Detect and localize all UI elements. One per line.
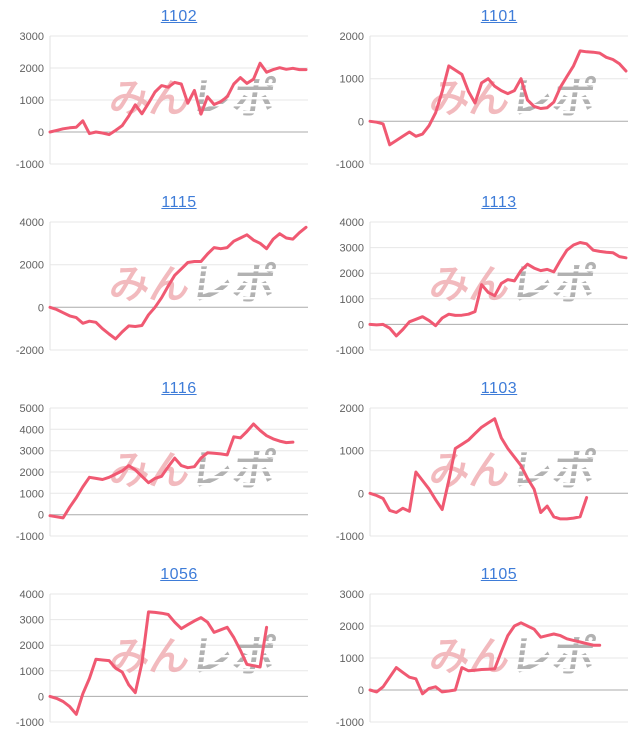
y-tick-label: 3000 (20, 615, 44, 627)
series-line (368, 621, 602, 696)
y-tick-label: 1000 (340, 294, 364, 306)
y-tick-label: 1000 (20, 666, 44, 678)
y-tick-label: 0 (358, 116, 364, 128)
y-tick-label: 3000 (20, 31, 44, 43)
y-tick-label: 1000 (340, 446, 364, 458)
series-line (368, 49, 628, 147)
chart-cell: 1056 4000 3000 2000 1000 0 -1000 みん レポ (0, 558, 320, 744)
chart-cell: 1103 2000 1000 0 -1000 みん レポ (320, 372, 640, 558)
y-tick-label: -1000 (336, 531, 364, 543)
y-tick-label: 5000 (20, 403, 44, 415)
y-tick-label: 2000 (340, 31, 364, 43)
chart-title: 1101 (370, 0, 628, 28)
series-line (48, 61, 308, 137)
y-tick-label: 4000 (20, 217, 44, 229)
y-tick-label: 1000 (20, 488, 44, 500)
chart-title: 1115 (50, 186, 308, 214)
chart-cell: 1113 4000 3000 2000 1000 0 -1000 みん レポ (320, 186, 640, 372)
y-tick-label: 2000 (340, 621, 364, 633)
y-tick-label: 0 (358, 319, 364, 331)
watermark-pink-text: みん (427, 448, 513, 493)
series-line (48, 422, 295, 520)
y-tick-label: 2000 (340, 268, 364, 280)
series-line (368, 241, 628, 338)
y-tick-label: 3000 (340, 589, 364, 601)
y-tick-label: -1000 (16, 717, 44, 729)
y-tick-label: 2000 (20, 260, 44, 272)
y-tick-label: 0 (38, 127, 44, 139)
y-tick-label: 4000 (20, 424, 44, 436)
series-line (48, 610, 269, 716)
y-tick-label: -1000 (336, 345, 364, 357)
y-tick-label: 0 (358, 488, 364, 500)
chart-title: 1105 (370, 558, 628, 586)
chart-title-link[interactable]: 1102 (160, 8, 198, 25)
y-tick-label: 4000 (340, 217, 364, 229)
y-tick-label: 4000 (20, 589, 44, 601)
y-tick-label: -1000 (336, 159, 364, 171)
y-tick-label: -1000 (336, 717, 364, 729)
y-tick-label: 2000 (20, 640, 44, 652)
y-tick-label: 0 (38, 510, 44, 522)
watermark-gray-text: レポ (506, 261, 599, 309)
chart-title-link[interactable]: 1113 (481, 194, 517, 211)
watermark-gray-text: レポ (186, 261, 279, 309)
chart-title-link[interactable]: 1115 (161, 194, 197, 211)
y-tick-label: 1000 (340, 74, 364, 86)
y-tick-label: -1000 (16, 531, 44, 543)
chart-cell: 1116 5000 4000 3000 2000 1000 0 -1000 みん レポ (0, 372, 320, 558)
chart-title-link[interactable]: 1103 (480, 380, 518, 397)
chart-title: 1113 (370, 186, 628, 214)
y-tick-label: 3000 (20, 446, 44, 458)
y-tick-label: -2000 (16, 345, 44, 357)
y-tick-label: 2000 (20, 467, 44, 479)
chart-title: 1116 (50, 372, 308, 400)
y-tick-label: 0 (358, 685, 364, 697)
chart-title-link[interactable]: 1056 (160, 566, 198, 583)
y-tick-label: -1000 (16, 159, 44, 171)
chart-cell: 1115 4000 2000 0 -2000 みん レポ (0, 186, 320, 372)
chart-title: 1056 (50, 558, 308, 586)
chart-cell: 1105 3000 2000 1000 0 -1000 みん レポ (320, 558, 640, 744)
y-tick-label: 1000 (20, 95, 44, 107)
chart-title-link[interactable]: 1116 (161, 380, 197, 397)
watermark-gray-text: レポ (186, 75, 279, 123)
y-tick-label: 2000 (20, 63, 44, 75)
watermark-gray-text: レポ (506, 447, 599, 495)
chart-title: 1102 (50, 0, 308, 28)
chart-title-link[interactable]: 1101 (480, 8, 518, 25)
y-tick-label: 1000 (340, 653, 364, 665)
series-line (368, 417, 589, 521)
chart-cell: 1102 3000 2000 1000 0 -1000 みん レポ (0, 0, 320, 186)
y-tick-label: 3000 (340, 243, 364, 255)
series-line (48, 225, 308, 341)
watermark-gray-text: レポ (506, 633, 599, 681)
y-tick-label: 2000 (340, 403, 364, 415)
chart-cell: 1101 2000 1000 0 -1000 みん レポ (320, 0, 640, 186)
y-tick-label: 0 (38, 302, 44, 314)
y-tick-label: 0 (38, 691, 44, 703)
chart-title: 1103 (370, 372, 628, 400)
watermark-gray-text: レポ (186, 447, 279, 495)
watermark-pink-text: みん (427, 262, 513, 307)
chart-title-link[interactable]: 1105 (480, 566, 518, 583)
